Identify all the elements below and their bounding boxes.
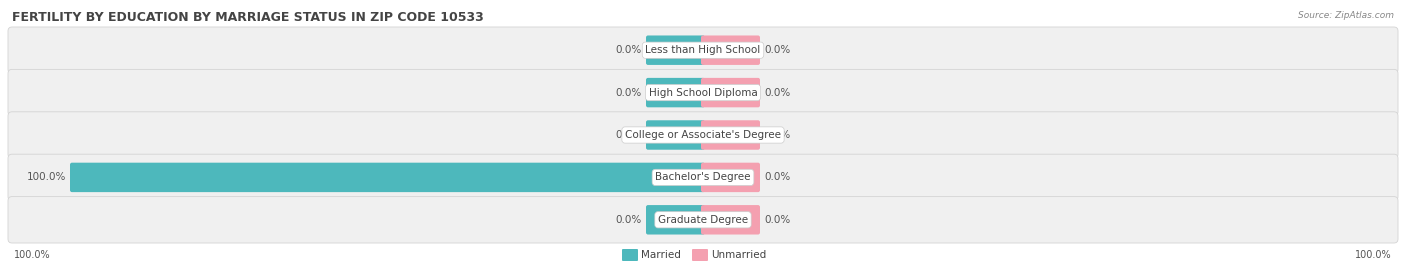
FancyBboxPatch shape [645, 205, 704, 235]
Text: 100.0%: 100.0% [1355, 250, 1392, 260]
Text: High School Diploma: High School Diploma [648, 88, 758, 98]
Text: 0.0%: 0.0% [616, 130, 643, 140]
FancyBboxPatch shape [702, 78, 761, 107]
FancyBboxPatch shape [692, 249, 709, 261]
FancyBboxPatch shape [702, 205, 761, 235]
FancyBboxPatch shape [8, 69, 1398, 116]
Text: Source: ZipAtlas.com: Source: ZipAtlas.com [1298, 11, 1393, 20]
FancyBboxPatch shape [8, 154, 1398, 201]
FancyBboxPatch shape [621, 249, 638, 261]
FancyBboxPatch shape [645, 36, 704, 65]
FancyBboxPatch shape [8, 197, 1398, 243]
FancyBboxPatch shape [70, 163, 704, 192]
Text: Less than High School: Less than High School [645, 45, 761, 55]
FancyBboxPatch shape [702, 163, 761, 192]
Text: FERTILITY BY EDUCATION BY MARRIAGE STATUS IN ZIP CODE 10533: FERTILITY BY EDUCATION BY MARRIAGE STATU… [13, 11, 484, 24]
FancyBboxPatch shape [702, 36, 761, 65]
FancyBboxPatch shape [645, 120, 704, 150]
Text: 0.0%: 0.0% [616, 88, 643, 98]
Text: College or Associate's Degree: College or Associate's Degree [626, 130, 780, 140]
Text: 0.0%: 0.0% [763, 45, 790, 55]
Text: 100.0%: 100.0% [27, 172, 66, 182]
Text: Graduate Degree: Graduate Degree [658, 215, 748, 225]
FancyBboxPatch shape [645, 78, 704, 107]
Text: 0.0%: 0.0% [763, 172, 790, 182]
FancyBboxPatch shape [8, 112, 1398, 158]
Text: 0.0%: 0.0% [763, 130, 790, 140]
Text: 0.0%: 0.0% [616, 215, 643, 225]
Text: 0.0%: 0.0% [763, 215, 790, 225]
Text: 0.0%: 0.0% [763, 88, 790, 98]
FancyBboxPatch shape [702, 120, 761, 150]
Text: 100.0%: 100.0% [14, 250, 51, 260]
Text: Unmarried: Unmarried [711, 250, 766, 260]
FancyBboxPatch shape [8, 27, 1398, 73]
Text: Bachelor's Degree: Bachelor's Degree [655, 172, 751, 182]
Text: Married: Married [641, 250, 681, 260]
Text: 0.0%: 0.0% [616, 45, 643, 55]
